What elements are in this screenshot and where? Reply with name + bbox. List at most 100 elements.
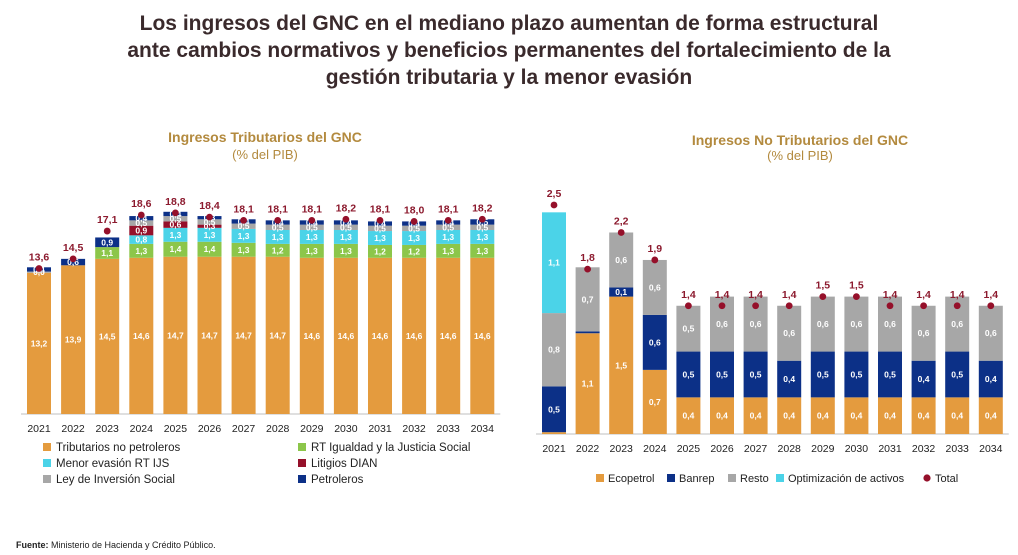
x-tick-label: 2021: [542, 443, 566, 455]
tributarios-chart: 13,20,00,413,6202113,90,614,5202214,51,1…: [21, 196, 501, 486]
data-label: 1,2: [272, 245, 284, 255]
data-label: 0,5: [408, 223, 420, 233]
data-label: 1,3: [204, 230, 216, 240]
total-label: 18,1: [302, 203, 323, 215]
bar-segment: [810, 397, 835, 434]
bar-segment: [542, 313, 566, 387]
bar-segment: [436, 229, 461, 244]
data-label: 1,3: [476, 246, 488, 256]
total-marker: [953, 302, 961, 310]
bar-segment: [710, 397, 734, 434]
bar-segment: [368, 257, 392, 414]
bar-segment: [470, 229, 495, 244]
total-label: 2,2: [614, 215, 629, 227]
bar-segment: [676, 305, 701, 352]
total-marker: [206, 213, 213, 221]
total-marker: [685, 302, 692, 310]
x-tick-label: 2034: [979, 443, 1003, 455]
data-label: 0,5: [340, 222, 352, 232]
x-tick-label: 2024: [130, 423, 154, 435]
data-label: 1,3: [306, 246, 318, 256]
bar-segment: [95, 237, 120, 248]
data-label: 0,4: [884, 411, 896, 421]
bar-segment: [978, 360, 1003, 398]
x-tick-label: 2028: [266, 423, 290, 435]
data-label: 1,3: [238, 231, 250, 241]
data-label: 0,6: [649, 337, 661, 347]
right-chart-subtitle: (% del PIB): [767, 148, 833, 163]
total-marker: [240, 216, 248, 224]
data-label: 0,5: [750, 369, 762, 379]
bar-segment: [368, 225, 392, 232]
bar-segment: [436, 257, 461, 414]
bar-segment: [299, 257, 324, 414]
legend-label: Total: [935, 473, 958, 485]
total-label: 17,1: [97, 214, 118, 226]
bar-segment: [299, 229, 324, 244]
data-label: 1,5: [615, 360, 627, 370]
x-tick-label: 2033: [946, 443, 970, 455]
total-label: 18,0: [404, 204, 425, 216]
bar-segment: [642, 259, 667, 315]
bar-segment: [163, 227, 188, 242]
data-label: 0,5: [135, 218, 147, 228]
data-label: 0,0: [33, 267, 45, 277]
total-marker: [69, 255, 77, 263]
total-label: 1,5: [849, 280, 864, 292]
bar-segment: [402, 231, 427, 245]
data-label: 0,6: [918, 328, 930, 338]
legend-label: RT Igualdad y la Justicia Social: [311, 442, 470, 454]
x-tick-label: 2033: [437, 423, 461, 435]
total-marker: [444, 216, 452, 224]
bar-segment: [163, 256, 188, 414]
total-marker: [617, 229, 625, 236]
total-marker: [35, 265, 43, 272]
bar-segment: [129, 243, 154, 258]
bar-segment: [844, 397, 869, 434]
data-label: 14,6: [338, 331, 355, 341]
bar-segment: [333, 243, 358, 258]
main-title: Los ingresos del GNC en el mediano plazo…: [0, 10, 1018, 91]
total-marker: [886, 302, 894, 310]
data-label: 0,5: [951, 369, 963, 379]
data-label: 0,7: [582, 294, 594, 304]
bar-segment: [575, 333, 600, 434]
bar-segment: [844, 351, 869, 398]
bar-segment: [710, 351, 734, 398]
bar-segment: [197, 256, 222, 414]
data-label: 1,1: [101, 248, 113, 258]
data-label: 1,3: [442, 232, 454, 242]
data-label: 0,6: [884, 319, 896, 329]
legend-swatch: [298, 459, 306, 467]
data-label: 1,3: [135, 246, 147, 256]
data-label: 14,7: [235, 330, 252, 340]
x-tick-label: 2023: [96, 423, 120, 435]
bar-segment: [129, 235, 154, 244]
total-marker: [550, 201, 558, 209]
bar-segment: [197, 227, 222, 242]
total-marker: [752, 302, 759, 310]
data-label: 0,7: [649, 397, 661, 407]
total-marker: [987, 302, 995, 310]
data-label: 0,4: [716, 411, 728, 421]
x-tick-label: 2022: [576, 443, 600, 455]
total-marker: [651, 256, 659, 264]
data-label: 1,3: [169, 230, 181, 240]
bar-segment: [61, 265, 86, 414]
bar-segment: [609, 287, 634, 297]
data-label: 0,4: [783, 411, 795, 421]
left-chart-title: Ingresos Tributarios del GNC: [168, 129, 362, 145]
legend-label: Tributarios no petroleros: [56, 442, 180, 454]
data-label: 0,6: [985, 328, 997, 338]
bar-segment: [978, 397, 1003, 434]
total-marker: [274, 216, 282, 224]
data-label: 1,3: [238, 245, 250, 255]
total-label: 18,4: [199, 200, 220, 212]
bar-segment: [27, 272, 51, 414]
bar-segment: [197, 241, 222, 257]
data-label: 1,3: [442, 246, 454, 256]
data-label: 1,3: [374, 233, 386, 243]
x-tick-label: 2027: [744, 443, 768, 455]
bar-segment: [777, 360, 802, 398]
bar-segment: [402, 244, 427, 258]
